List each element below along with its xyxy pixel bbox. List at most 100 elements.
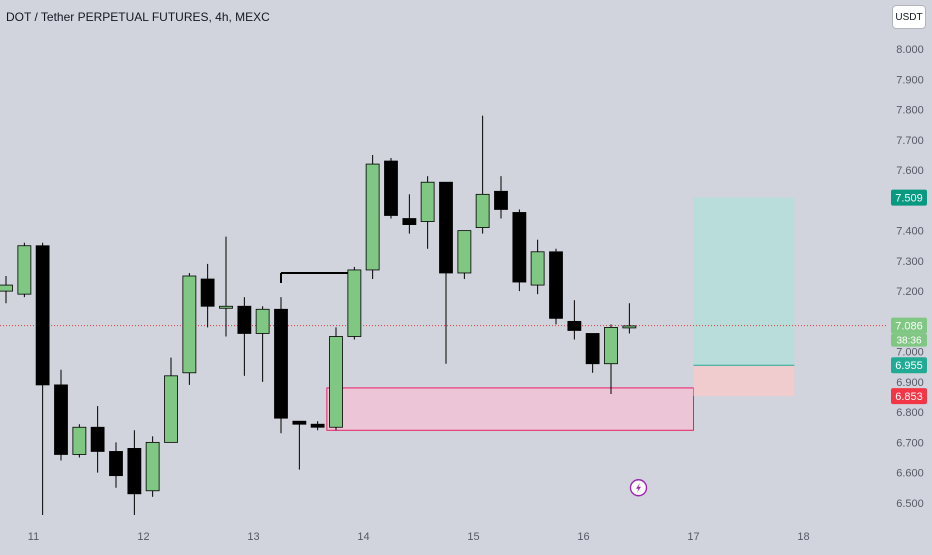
event-marker-layer [629, 479, 648, 497]
price-axis-tick-label: 7.200 [896, 286, 924, 298]
price-axis: 6.5006.6006.7006.8006.9007.0007.1007.200… [896, 44, 924, 510]
candle [585, 333, 600, 373]
candle [17, 242, 32, 298]
price-axis-tick-label: 6.500 [896, 498, 924, 510]
price-axis-badge-bg [891, 357, 927, 374]
candle-body [494, 190, 508, 210]
price-axis-badge: 6.853 [891, 388, 927, 405]
candle-body [549, 251, 563, 319]
candle [274, 297, 288, 434]
candle [255, 306, 270, 382]
candle-body [109, 451, 123, 477]
currency-button[interactable]: USDT [892, 5, 926, 29]
time-axis-tick-label: 16 [577, 531, 589, 543]
candle [402, 194, 417, 234]
price-axis-tick-label: 6.800 [896, 407, 924, 419]
candle [182, 272, 197, 385]
candle-body [200, 278, 215, 307]
price-axis-badge-bg [891, 388, 927, 405]
time-axis-tick-label: 11 [28, 531, 39, 543]
candle [145, 436, 160, 497]
candle-body [512, 212, 527, 283]
candle [292, 420, 307, 470]
time-axis-tick-label: 12 [137, 531, 149, 543]
candle-body [384, 160, 398, 216]
price-axis-tick-label: 6.900 [896, 377, 924, 389]
candle [384, 158, 398, 219]
candle [310, 421, 325, 431]
candle [475, 115, 490, 234]
price-axis-badge: 7.509 [891, 189, 927, 206]
candle [622, 303, 637, 334]
time-axis-tick-label: 13 [247, 531, 259, 543]
drawing-layer [280, 197, 795, 431]
candle-body [90, 426, 105, 452]
candle-body [237, 305, 252, 334]
price-axis-badge-label: 6.853 [895, 391, 923, 403]
candle [604, 324, 618, 394]
price-axis-tick-label: 7.400 [896, 226, 924, 238]
candle-body [457, 230, 472, 274]
price-axis-tick-label: 7.300 [896, 256, 924, 268]
candle [127, 430, 142, 515]
price-axis-tick-label: 7.800 [896, 105, 924, 117]
candle [329, 327, 343, 431]
candle-body [17, 245, 32, 295]
candle-body [54, 384, 68, 455]
candle [35, 242, 50, 515]
candle [90, 406, 105, 473]
price-axis-tick-label: 7.000 [896, 347, 924, 359]
candle-body [585, 333, 600, 365]
candle-body [622, 325, 637, 329]
candle [420, 176, 435, 249]
candle-body [72, 426, 87, 455]
candle [494, 176, 508, 219]
candle-body [255, 308, 270, 334]
price-axis-tick-label: 6.600 [896, 468, 924, 480]
candle [457, 230, 472, 280]
candle [72, 424, 87, 458]
price-axis-badge-bg [891, 317, 927, 334]
candle-body [475, 193, 490, 228]
candle-body [329, 336, 343, 428]
candle-body [347, 269, 362, 337]
candle-body [219, 305, 233, 309]
candle-body [420, 181, 435, 222]
candle [567, 300, 582, 340]
candle-body [402, 218, 417, 225]
time-axis-tick-label: 14 [357, 531, 369, 543]
price-axis-tick-label: 6.700 [896, 437, 924, 449]
candle-body [530, 251, 545, 286]
candle-body [439, 181, 453, 274]
candle [530, 239, 545, 295]
candles-layer [0, 115, 637, 515]
candle [439, 181, 453, 364]
candle [549, 248, 563, 325]
price-axis-tick-label: 7.900 [896, 74, 924, 86]
candle [54, 369, 68, 461]
time-axis: 11 12 13 14 15 16 17 18 [28, 531, 810, 543]
candle [109, 442, 123, 488]
candle [237, 297, 252, 376]
time-axis-tick-label: 15 [467, 531, 479, 543]
candle [0, 276, 13, 304]
candle-body [0, 284, 13, 292]
candle-body [292, 420, 307, 425]
candle-body [145, 441, 160, 492]
price-axis-badge: 6.955 [891, 357, 927, 374]
candle-body [567, 320, 582, 331]
countdown-badge-label: 38:36 [896, 336, 921, 347]
candle [200, 263, 215, 328]
candle-body [164, 375, 178, 443]
candle-body [310, 423, 325, 428]
candle-body [604, 327, 618, 365]
candle [219, 236, 233, 337]
long-position-stop-zone [693, 365, 795, 397]
candle-body [182, 275, 197, 374]
candle-body [274, 308, 288, 419]
countdown-badge-bg [891, 333, 927, 347]
price-labels-layer: 7.509 7.086 6.955 6.853 38:36 [891, 189, 927, 405]
price-axis-tick-label: 7.600 [896, 165, 924, 177]
